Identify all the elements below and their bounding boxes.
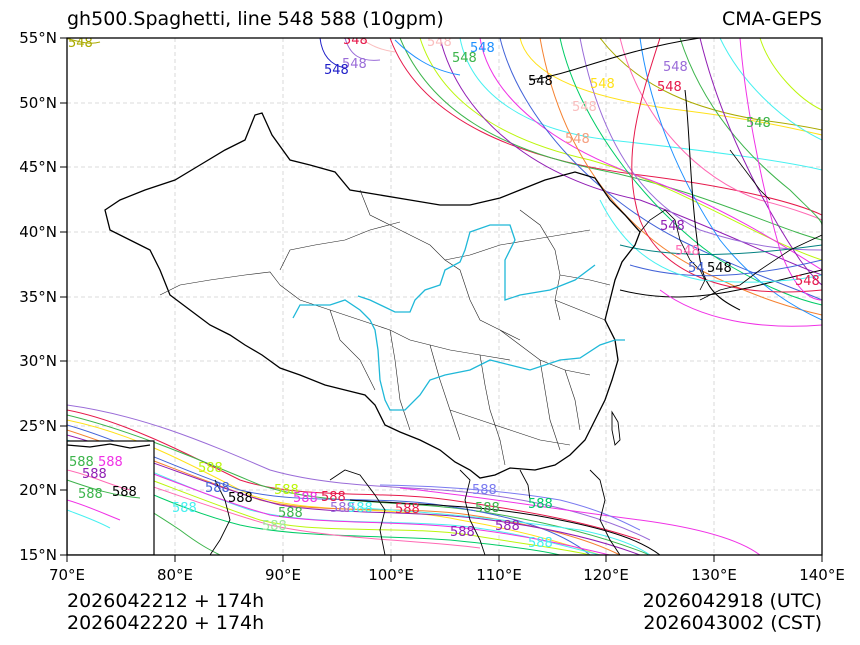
plot-frame xyxy=(66,37,823,556)
valid-utc: 2026042918 (UTC) xyxy=(642,590,822,612)
gridlines xyxy=(67,38,822,555)
svg-text:588: 588 xyxy=(205,481,230,496)
init-utc: 2026042212 + 174h xyxy=(67,590,265,612)
y-tick-45: 45°N xyxy=(19,158,57,176)
svg-text:548: 548 xyxy=(572,100,597,115)
svg-text:588: 588 xyxy=(472,483,497,498)
svg-text:548: 548 xyxy=(324,63,349,78)
svg-text:548: 548 xyxy=(590,77,615,92)
svg-text:588: 588 xyxy=(78,487,103,502)
svg-text:588: 588 xyxy=(528,536,553,551)
svg-text:588: 588 xyxy=(112,485,137,500)
x-tick-90: 90°E xyxy=(265,566,301,584)
y-tick-15: 15°N xyxy=(19,546,57,564)
x-tick-100: 100°E xyxy=(368,566,414,584)
init-time-block: 2026042212 + 174h 2026042220 + 174h xyxy=(67,590,264,634)
y-tick-20: 20°N xyxy=(19,481,57,499)
svg-text:548: 548 xyxy=(675,244,700,259)
svg-text:588: 588 xyxy=(98,455,123,470)
china-boundary xyxy=(104,112,641,479)
svg-text:588: 588 xyxy=(274,483,299,498)
svg-text:548: 548 xyxy=(452,51,477,66)
coastline-ne xyxy=(639,149,822,301)
labels-588: 588 588 588 588 588 588 588 588 588 588 … xyxy=(172,461,553,551)
svg-text:548: 548 xyxy=(707,261,732,276)
svg-text:548: 548 xyxy=(343,33,368,48)
svg-text:548: 548 xyxy=(746,116,771,131)
svg-text:548: 548 xyxy=(528,74,553,89)
x-tick-130: 130°E xyxy=(691,566,737,584)
svg-text:548: 548 xyxy=(660,219,685,234)
svg-text:588: 588 xyxy=(450,525,475,540)
svg-text:588: 588 xyxy=(475,501,500,516)
svg-text:588: 588 xyxy=(228,491,253,506)
valid-cst: 2026043002 (CST) xyxy=(643,612,822,634)
y-tick-50: 50°N xyxy=(19,94,57,112)
svg-text:588: 588 xyxy=(172,501,197,516)
svg-text:588: 588 xyxy=(495,519,520,534)
valid-time-block: 2026042918 (UTC) 2026043002 (CST) xyxy=(643,590,822,634)
x-axis xyxy=(66,555,823,562)
svg-text:548: 548 xyxy=(68,36,93,51)
svg-text:588: 588 xyxy=(293,491,318,506)
svg-text:588: 588 xyxy=(330,501,355,516)
svg-text:588: 588 xyxy=(348,501,373,516)
labels-548: 548 548 548 548 548 548 548 548 548 548 … xyxy=(68,33,820,289)
province-boundaries xyxy=(159,189,611,466)
x-tick-120: 120°E xyxy=(583,566,629,584)
x-tick-140: 140°E xyxy=(799,566,845,584)
svg-text:588: 588 xyxy=(82,467,107,482)
svg-text:548: 548 xyxy=(342,57,367,72)
coastline-south xyxy=(209,410,621,555)
contours-548 xyxy=(67,38,822,327)
scs-inset: 588 588 588 588 588 xyxy=(67,440,155,555)
y-axis xyxy=(60,37,67,556)
rivers xyxy=(292,224,625,411)
svg-text:588: 588 xyxy=(278,506,303,521)
contours-588 xyxy=(67,404,761,555)
svg-text:548: 548 xyxy=(795,274,820,289)
y-tick-25: 25°N xyxy=(19,417,57,435)
init-cst: 2026042220 + 174h xyxy=(67,612,265,634)
y-tick-55: 55°N xyxy=(19,29,57,47)
x-tick-70: 70°E xyxy=(49,566,85,584)
svg-text:588: 588 xyxy=(198,461,223,476)
svg-text:588: 588 xyxy=(262,519,287,534)
x-tick-80: 80°E xyxy=(157,566,193,584)
y-tick-30: 30°N xyxy=(19,352,57,370)
svg-text:588: 588 xyxy=(69,455,94,470)
svg-text:588: 588 xyxy=(321,490,346,505)
svg-text:548: 548 xyxy=(427,35,452,50)
svg-text:588: 588 xyxy=(395,502,420,517)
svg-text:588: 588 xyxy=(528,497,553,512)
x-tick-110: 110°E xyxy=(476,566,522,584)
svg-text:548: 548 xyxy=(565,132,590,147)
model-name: CMA-GEPS xyxy=(721,8,822,30)
svg-text:548: 548 xyxy=(657,80,682,95)
chart-title: gh500.Spaghetti, line 548 588 (10gpm) xyxy=(67,8,444,30)
svg-text:548: 548 xyxy=(663,60,688,75)
y-tick-40: 40°N xyxy=(19,223,57,241)
svg-text:548: 548 xyxy=(470,41,495,56)
svg-text:54: 54 xyxy=(688,261,705,276)
y-tick-35: 35°N xyxy=(19,288,57,306)
